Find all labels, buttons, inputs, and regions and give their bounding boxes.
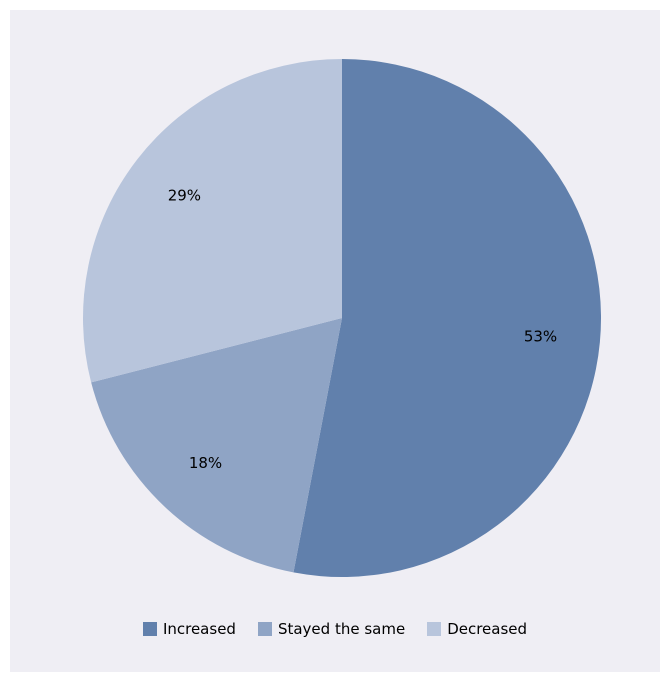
- pie-chart: 53% 18% 29%: [83, 59, 602, 577]
- legend-item-stayed-the-same: Stayed the same: [257, 620, 406, 638]
- pie-slice-stayed-the-same: [91, 318, 342, 573]
- pie-label-decreased: 29%: [168, 186, 201, 204]
- legend-item-decreased: Decreased: [427, 620, 527, 638]
- legend-label-increased: Increased: [162, 620, 236, 638]
- legend-swatch-increased: [142, 622, 157, 636]
- legend-label-decreased: Decreased: [447, 620, 528, 638]
- pie-label-stayed-the-same: 18%: [189, 454, 222, 472]
- pie-slices: [83, 59, 602, 577]
- legend-label-stayed-the-same: Stayed the same: [277, 620, 406, 638]
- legend-swatch-decreased: [427, 622, 442, 636]
- pie-labels: 53% 18% 29%: [168, 186, 557, 472]
- legend: Increased Stayed the same Decreased: [10, 620, 660, 638]
- pie-slice-increased: [293, 59, 602, 577]
- pie-slice-decreased: [83, 59, 342, 383]
- pie-label-increased: 53%: [524, 327, 557, 345]
- chart-panel: 53% 18% 29% Increased Stayed the same Decr…: [10, 10, 660, 672]
- legend-swatch-stayed-the-same: [257, 622, 272, 636]
- legend-item-increased: Increased: [142, 620, 236, 638]
